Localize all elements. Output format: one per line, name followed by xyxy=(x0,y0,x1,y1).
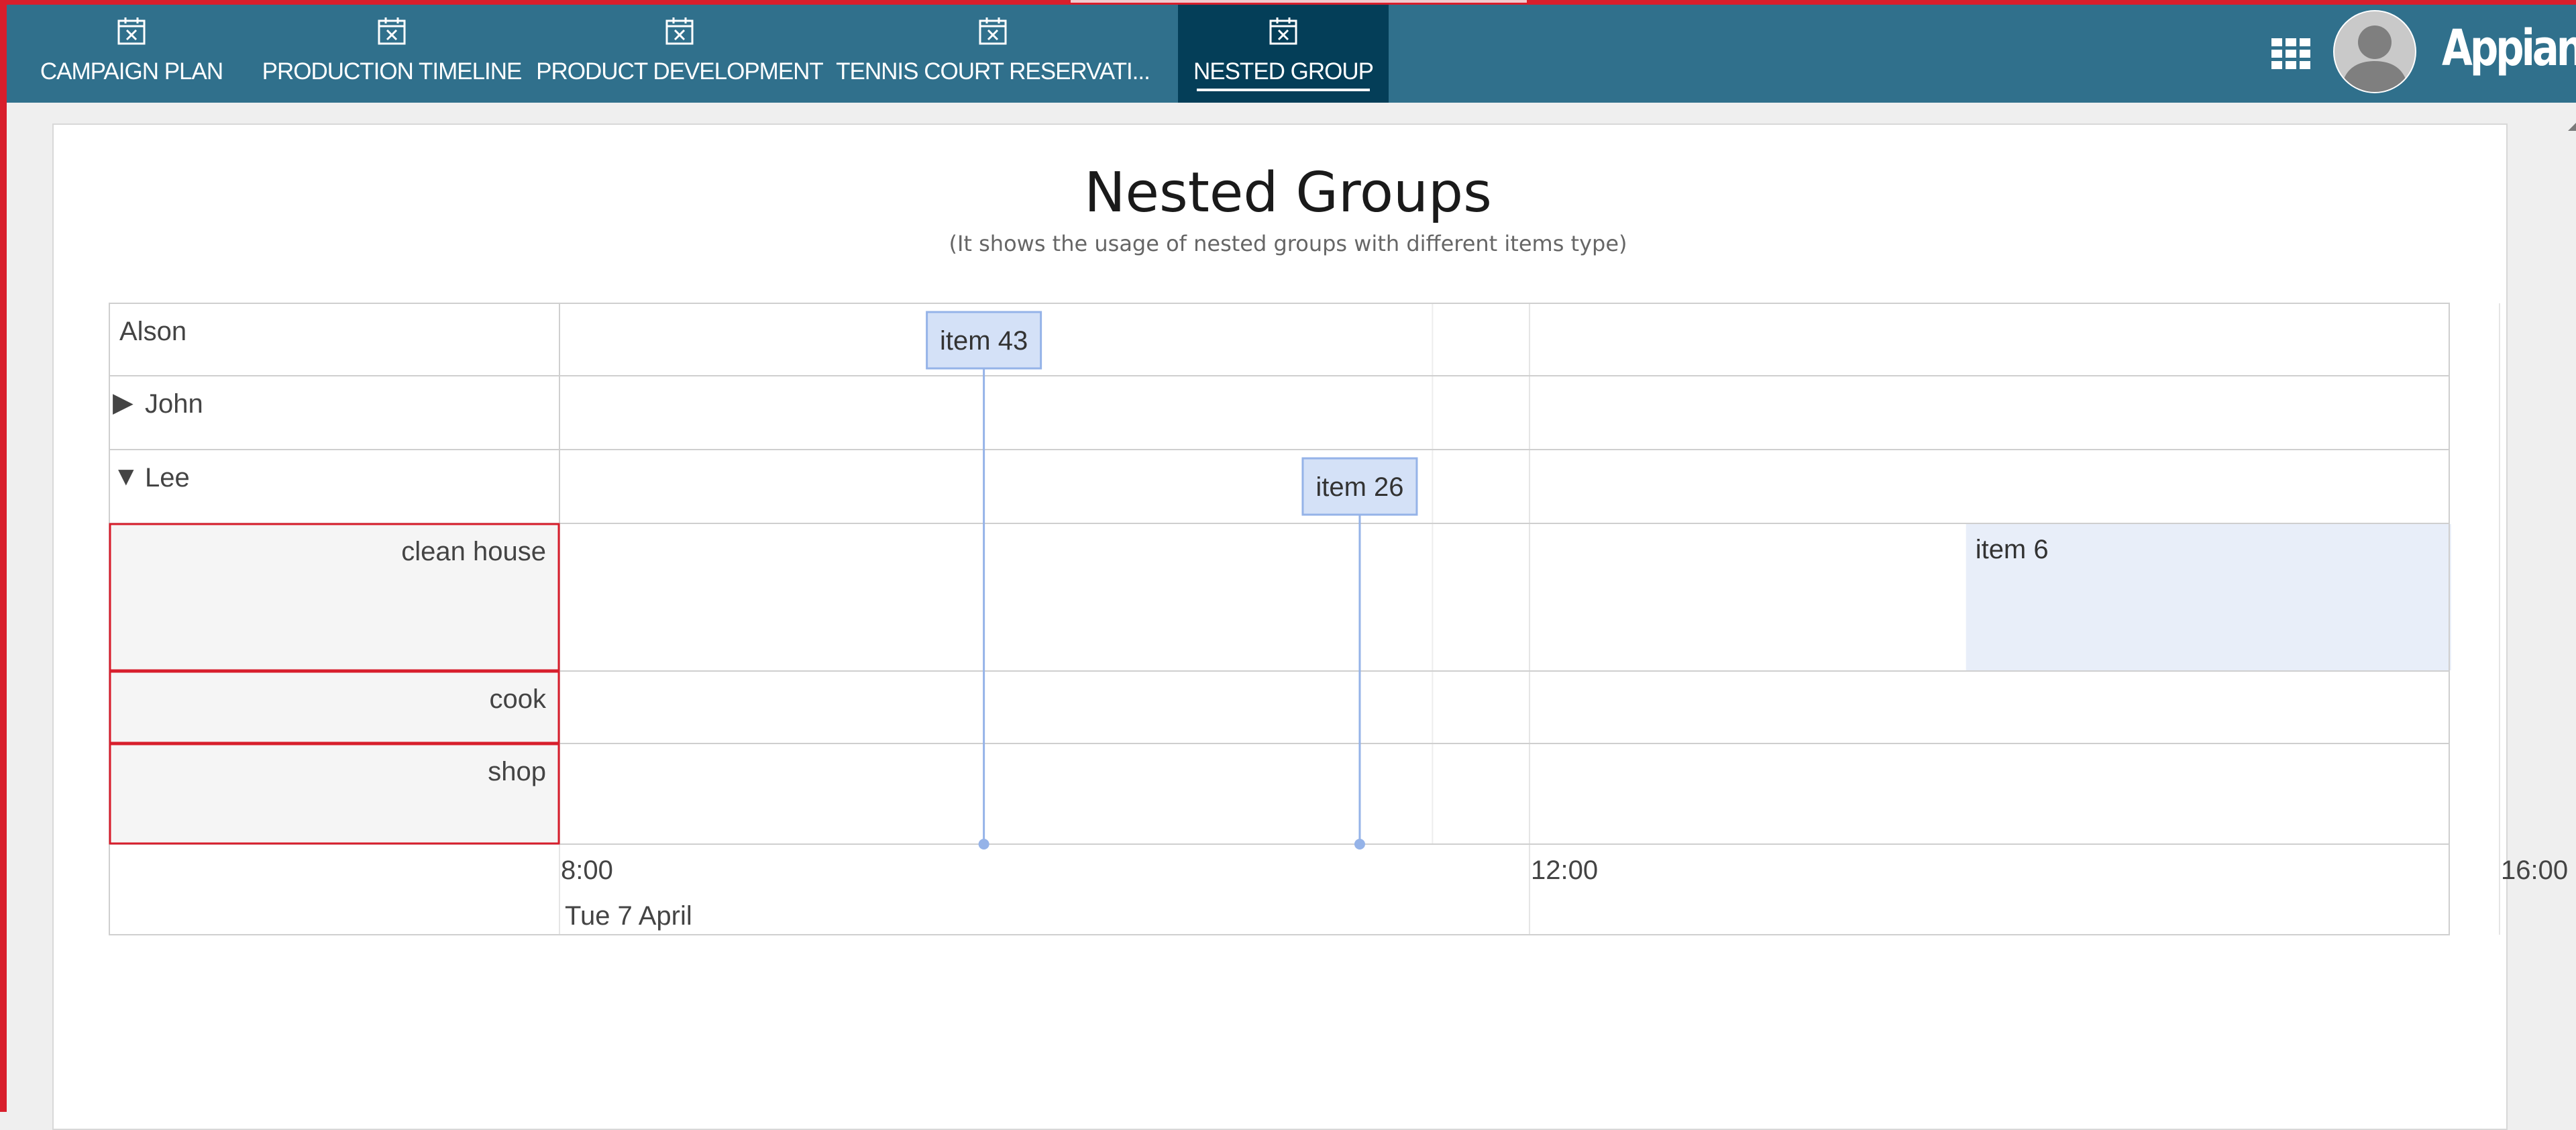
group-toggle-icon[interactable]: ▶ xyxy=(113,388,133,417)
timeline-box-item[interactable] xyxy=(1301,457,1418,516)
calendar-icon xyxy=(1269,17,1297,45)
tab-nested-group[interactable]: NESTED GROUP xyxy=(1178,5,1389,103)
group-label[interactable]: Alson xyxy=(119,317,186,346)
group-label[interactable]: Lee xyxy=(145,463,190,493)
scroll-indicator-icon: ◢ xyxy=(2568,114,2576,133)
nested-group-label[interactable]: clean house xyxy=(401,537,546,566)
tab-campaign-plan[interactable]: CAMPAIGN PLAN xyxy=(7,5,256,103)
calendar-icon xyxy=(665,17,694,45)
tab-label: NESTED GROUP xyxy=(1193,58,1374,85)
group-label[interactable]: John xyxy=(145,389,203,419)
timeline-item-label: item 6 xyxy=(1976,535,2049,564)
tab-label: CAMPAIGN PLAN xyxy=(40,58,223,85)
calendar-icon xyxy=(979,17,1007,45)
group-highlight-border xyxy=(109,523,560,672)
time-tick-label: 16:00 xyxy=(2501,856,2568,885)
apps-grid-icon[interactable] xyxy=(2271,38,2310,69)
user-avatar-icon[interactable] xyxy=(2332,9,2418,95)
page-subtitle: (It shows the usage of nested groups wit… xyxy=(949,231,1627,256)
nested-group-label[interactable]: shop xyxy=(488,757,546,786)
window-frame-highlight xyxy=(1071,0,1527,3)
group-highlight-border xyxy=(109,670,560,744)
timeline-item-label: item 43 xyxy=(940,326,1028,356)
tab-product-development[interactable]: PRODUCT DEVELOPMENT xyxy=(527,5,832,103)
time-tick-label: 8:00 xyxy=(561,856,613,885)
tab-label: PRODUCT DEVELOPMENT xyxy=(536,58,824,85)
item-axis-dot xyxy=(1354,839,1365,850)
group-label-background xyxy=(109,523,559,671)
calendar-icon xyxy=(378,17,406,45)
brand-logo: Appian xyxy=(2442,19,2576,77)
group-toggle-icon[interactable]: ▼ xyxy=(113,462,140,491)
time-tick-label: 12:00 xyxy=(1531,856,1598,885)
window-frame-left xyxy=(0,0,7,1112)
tab-label: PRODUCTION TIMELINE xyxy=(262,58,523,85)
group-label-background xyxy=(109,743,559,844)
active-tab-indicator xyxy=(1197,89,1370,91)
page-title: Nested Groups xyxy=(1084,161,1492,225)
timeline-item-label: item 26 xyxy=(1316,472,1403,502)
timeline-background-item[interactable] xyxy=(1966,524,2451,670)
tab-tennis-court-reservation[interactable]: TENNIS COURT RESERVATI... xyxy=(832,5,1154,103)
date-label: Tue 7 April xyxy=(565,901,692,931)
top-navigation-bar: CAMPAIGN PLAN PRODUCTION TIMELINE PRODUC… xyxy=(7,5,2576,103)
tab-production-timeline[interactable]: PRODUCTION TIMELINE xyxy=(256,5,527,103)
item-axis-dot xyxy=(978,839,989,850)
tab-label: TENNIS COURT RESERVATI... xyxy=(836,58,1150,85)
timeline-box-item[interactable] xyxy=(926,311,1042,370)
nested-group-label[interactable]: cook xyxy=(490,684,547,714)
group-label-background xyxy=(109,671,559,743)
group-highlight-border xyxy=(109,743,560,845)
calendar-icon xyxy=(117,17,146,45)
